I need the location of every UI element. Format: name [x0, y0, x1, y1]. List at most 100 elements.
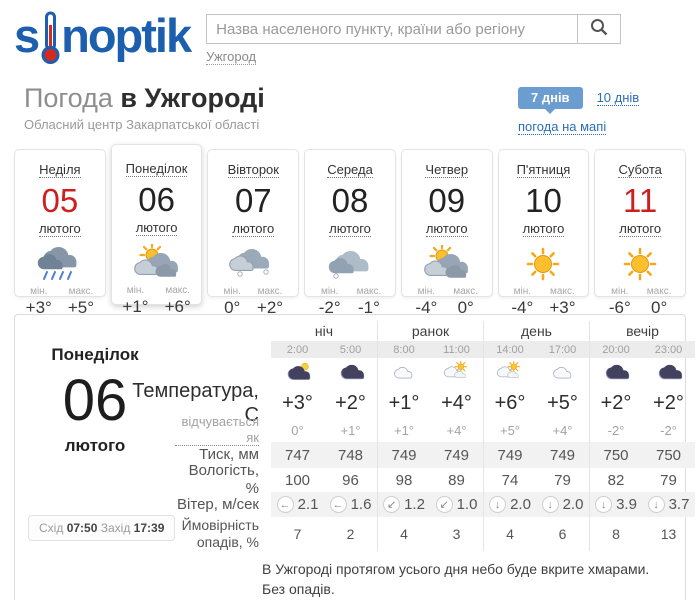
weather-map-link[interactable]: погода на мапі — [518, 119, 607, 135]
min-temp: 0° — [224, 297, 241, 317]
selected-day-name: Понеділок — [51, 345, 139, 364]
cell-press: 749 — [430, 442, 483, 468]
search-button[interactable] — [577, 14, 622, 44]
cell-prob: 8 — [589, 517, 642, 551]
day-name-link[interactable]: Четвер — [425, 162, 469, 178]
selected-day-info: Понеділок 06 лютого — [15, 345, 175, 456]
sun-cloud-icon — [402, 243, 492, 285]
sun-icon — [499, 245, 589, 285]
cell-hum: 100 — [284, 471, 311, 489]
day-card-05[interactable]: Неділя 05 лютого мін. +3° макс. +5° — [14, 149, 106, 317]
cell-wind: ↙ 1.0 — [430, 492, 483, 517]
day-card-10[interactable]: П'ятниця 10 лютого мін. -4° макс. +3° — [497, 149, 590, 317]
day-date: 08 — [331, 182, 369, 219]
day-card-09[interactable]: Четвер 09 лютого мін. -4° макс. 0° — [400, 149, 493, 317]
hour-label: 17:00 — [536, 341, 589, 358]
max-label: макс. — [646, 285, 672, 297]
night-cloud-icon — [642, 358, 695, 388]
minmax-block: мін. -4° макс. +3° — [499, 286, 589, 318]
day-month-link[interactable]: лютого — [135, 219, 178, 236]
search-input[interactable] — [206, 14, 579, 44]
hour-label: 5:00 — [324, 341, 377, 358]
range-controls: 7 днів 10 днів погода на мапі — [518, 83, 676, 136]
day-name-link[interactable]: П'ятниця — [516, 162, 571, 178]
min-temp: +1° — [122, 296, 149, 316]
hour-label: 8:00 — [377, 341, 430, 358]
cell-temp: +5° — [547, 391, 578, 414]
cell-hum: 79 — [554, 471, 571, 489]
day-name-link[interactable]: Субота — [618, 162, 662, 178]
day-month-link[interactable]: лютого — [329, 220, 371, 237]
page-subtitle: Обласний центр Закарпатської області — [24, 117, 260, 132]
row-label-press: Тиск, мм — [199, 446, 259, 463]
range-10-days-link[interactable]: 10 днів — [596, 90, 640, 106]
max-temp: +2° — [256, 297, 284, 317]
day-name-link[interactable]: Середа — [327, 162, 373, 178]
groups-row-label — [175, 321, 271, 341]
daypart-2: ранок — [377, 321, 483, 341]
day-date: 10 — [525, 182, 562, 219]
cloud-sun-small-icon — [483, 358, 536, 388]
day-month-link[interactable]: лютого — [425, 220, 468, 237]
arrow-down-icon: ↓ — [595, 496, 613, 513]
cell-wind: ← 2.1 — [271, 492, 324, 517]
day-month-link[interactable]: лютого — [38, 220, 81, 237]
min-temp: -6° — [608, 297, 631, 317]
cell-prob: 7 — [293, 526, 302, 542]
day-date: 07 — [234, 182, 272, 219]
row-label-hum: Вологість, % — [188, 462, 259, 497]
night-cloud-icon — [324, 358, 377, 388]
cell-feels: +1° — [340, 422, 361, 438]
sunset-time: 17:39 — [133, 521, 165, 535]
sun-icon — [595, 245, 685, 285]
sinoptik-logo[interactable]: s noptik — [14, 8, 192, 76]
cell-press: 748 — [324, 442, 377, 468]
row-label-feels[interactable]: відчувається як — [175, 414, 271, 447]
max-temp: +5° — [67, 297, 95, 317]
selected-day-date: 06 — [62, 368, 128, 433]
day-card-07[interactable]: Вівторок 07 лютого мін. 0° макс. +2° — [207, 149, 300, 317]
cell-press: 750 — [642, 442, 695, 468]
hour-label: 11:00 — [430, 341, 483, 358]
max-temp: 0° — [457, 297, 474, 317]
cloud-light-icon — [536, 358, 589, 388]
day-name-link[interactable]: Понеділок — [125, 161, 188, 177]
arrow-left-icon: ← — [329, 496, 347, 513]
current-city-link[interactable]: Ужгород — [206, 49, 257, 65]
arrow-down-left-icon: ↙ — [383, 496, 401, 513]
min-label: мін. — [30, 285, 48, 297]
cell-hum: 79 — [660, 471, 677, 489]
cell-press: 749 — [377, 442, 430, 468]
cloud-snow2-icon — [305, 245, 395, 285]
day-name-link[interactable]: Вівторок — [227, 162, 279, 178]
day-card-06[interactable]: Понеділок 06 лютого мін. +1° макс. +6° — [110, 144, 203, 316]
day-month-link[interactable]: лютого — [232, 220, 275, 237]
max-label: макс. — [68, 285, 94, 297]
cell-prob: 2 — [346, 526, 355, 542]
day-month-link[interactable]: лютого — [619, 220, 662, 237]
cell-press: 749 — [536, 442, 589, 468]
day-summary-text: В Ужгороді протягом усього дня небо буде… — [262, 561, 650, 598]
cell-hum: 74 — [483, 468, 536, 492]
page-header: s noptik Ужгород — [0, 0, 700, 76]
min-temp: -2° — [318, 297, 341, 317]
minmax-block: мін. 0° макс. +2° — [208, 286, 298, 318]
day-month-link[interactable]: лютого — [522, 220, 565, 237]
hourly-table: ніч ранок день вечір 2:00 5:00 8:00 11:00 14:00 1… — [132, 321, 695, 551]
max-temp: +6° — [164, 296, 191, 316]
cell-feels: 0° — [291, 422, 304, 438]
cell-prob: 6 — [558, 526, 567, 542]
range-7-days-button[interactable]: 7 днів — [518, 87, 583, 114]
day-card-11[interactable]: Субота 11 лютого мін. -6° макс. 0° — [594, 149, 687, 317]
day-name-link[interactable]: Неділя — [39, 162, 81, 178]
cell-prob: 4 — [377, 517, 430, 551]
title-row: Погода в Ужгороді Обласний центр Закарпа… — [0, 76, 700, 136]
day-card-08[interactable]: Середа 08 лютого мін. -2° макс. -1° — [304, 149, 396, 317]
min-temp: -4° — [415, 297, 438, 317]
cell-temp: +1° — [377, 388, 430, 418]
day-date: 06 — [138, 181, 175, 218]
max-temp: 0° — [651, 297, 668, 317]
min-label: мін. — [513, 285, 532, 297]
cell-press: 750 — [589, 442, 642, 468]
cell-press: 749 — [483, 442, 536, 468]
